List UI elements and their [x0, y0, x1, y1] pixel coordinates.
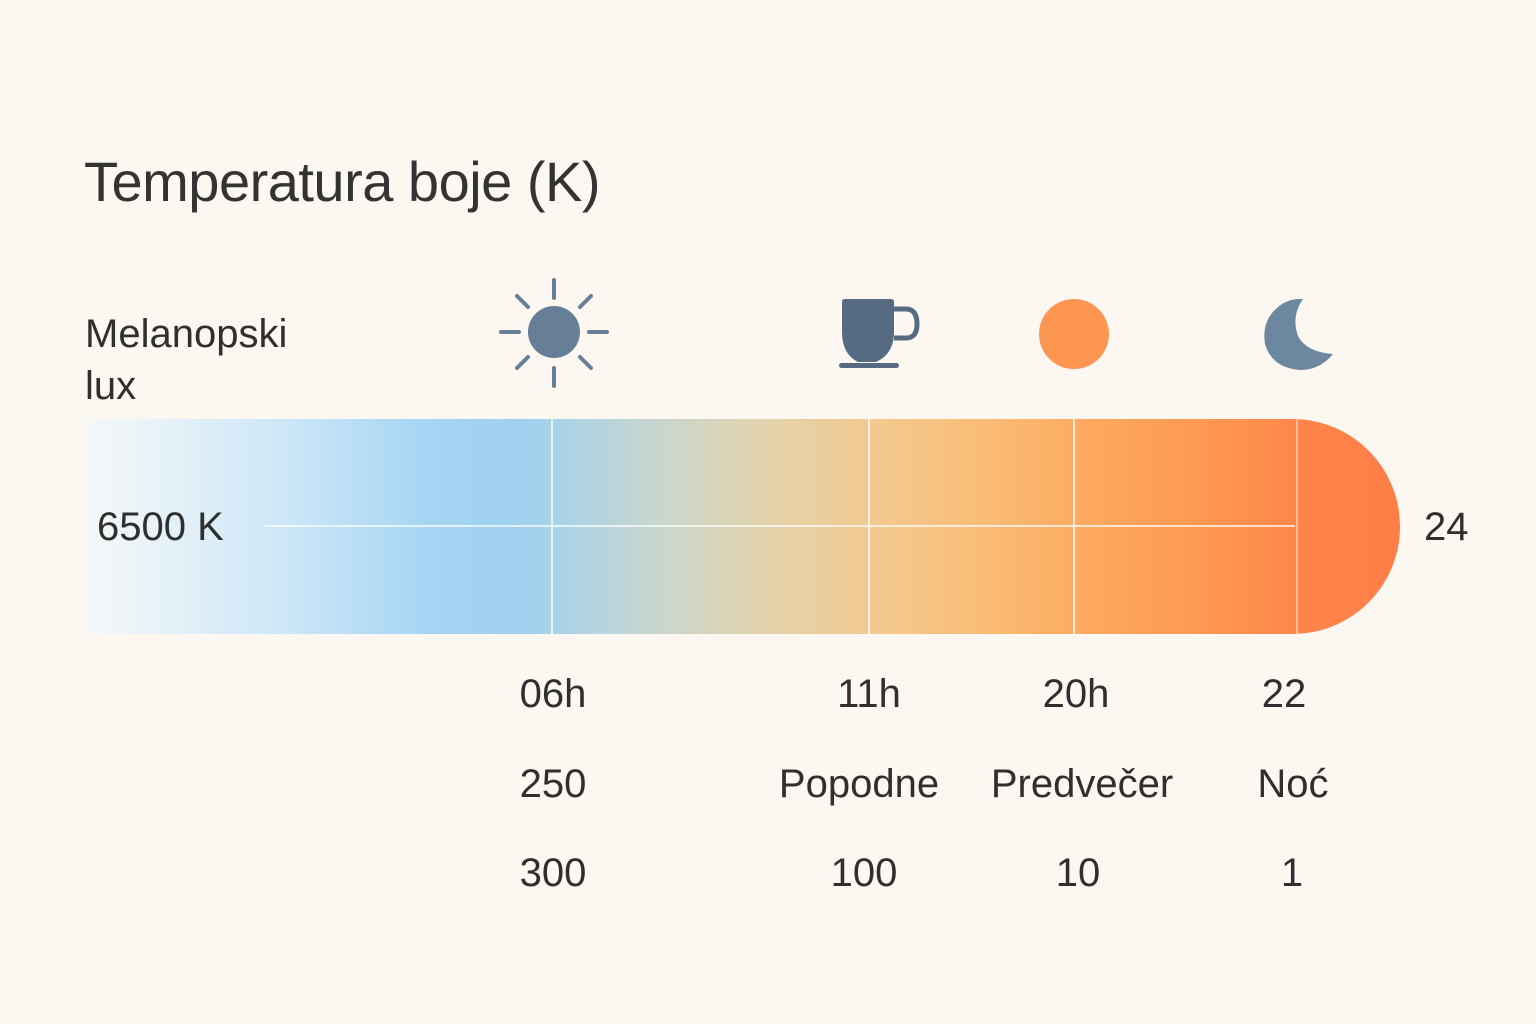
sunset-circle-icon — [1039, 299, 1109, 369]
time-label: 22 — [1261, 672, 1307, 716]
time-label: 06h — [519, 672, 587, 716]
start-temperature-label: 6500 K — [97, 505, 224, 549]
moon-icon — [1264, 298, 1333, 370]
period-label: 250 — [519, 762, 587, 806]
gridline-22 — [1296, 419, 1298, 634]
period-label: Predvečer — [990, 762, 1174, 806]
lux-value: 300 — [519, 851, 587, 895]
gridline-20h — [1073, 419, 1075, 634]
lux-value: 10 — [1055, 851, 1101, 895]
lux-value: 1 — [1280, 851, 1304, 895]
horizontal-gridline — [265, 525, 1295, 527]
y-axis-label: Melanopski lux — [85, 312, 288, 408]
period-label: Noć — [1257, 762, 1329, 806]
gridline-11h — [868, 419, 870, 634]
period-label: Popodne — [778, 762, 940, 806]
time-label: 11h — [837, 672, 901, 716]
color-temperature-bar — [85, 419, 1400, 634]
chart-title: Temperatura boje (K) — [84, 150, 601, 213]
end-value-label: 24 — [1424, 505, 1469, 549]
lux-value: 100 — [830, 851, 898, 895]
time-label: 20h — [1042, 672, 1110, 716]
coffee-cup-icon — [839, 299, 920, 368]
gridline-06h — [551, 419, 553, 634]
sun-icon — [499, 278, 609, 388]
